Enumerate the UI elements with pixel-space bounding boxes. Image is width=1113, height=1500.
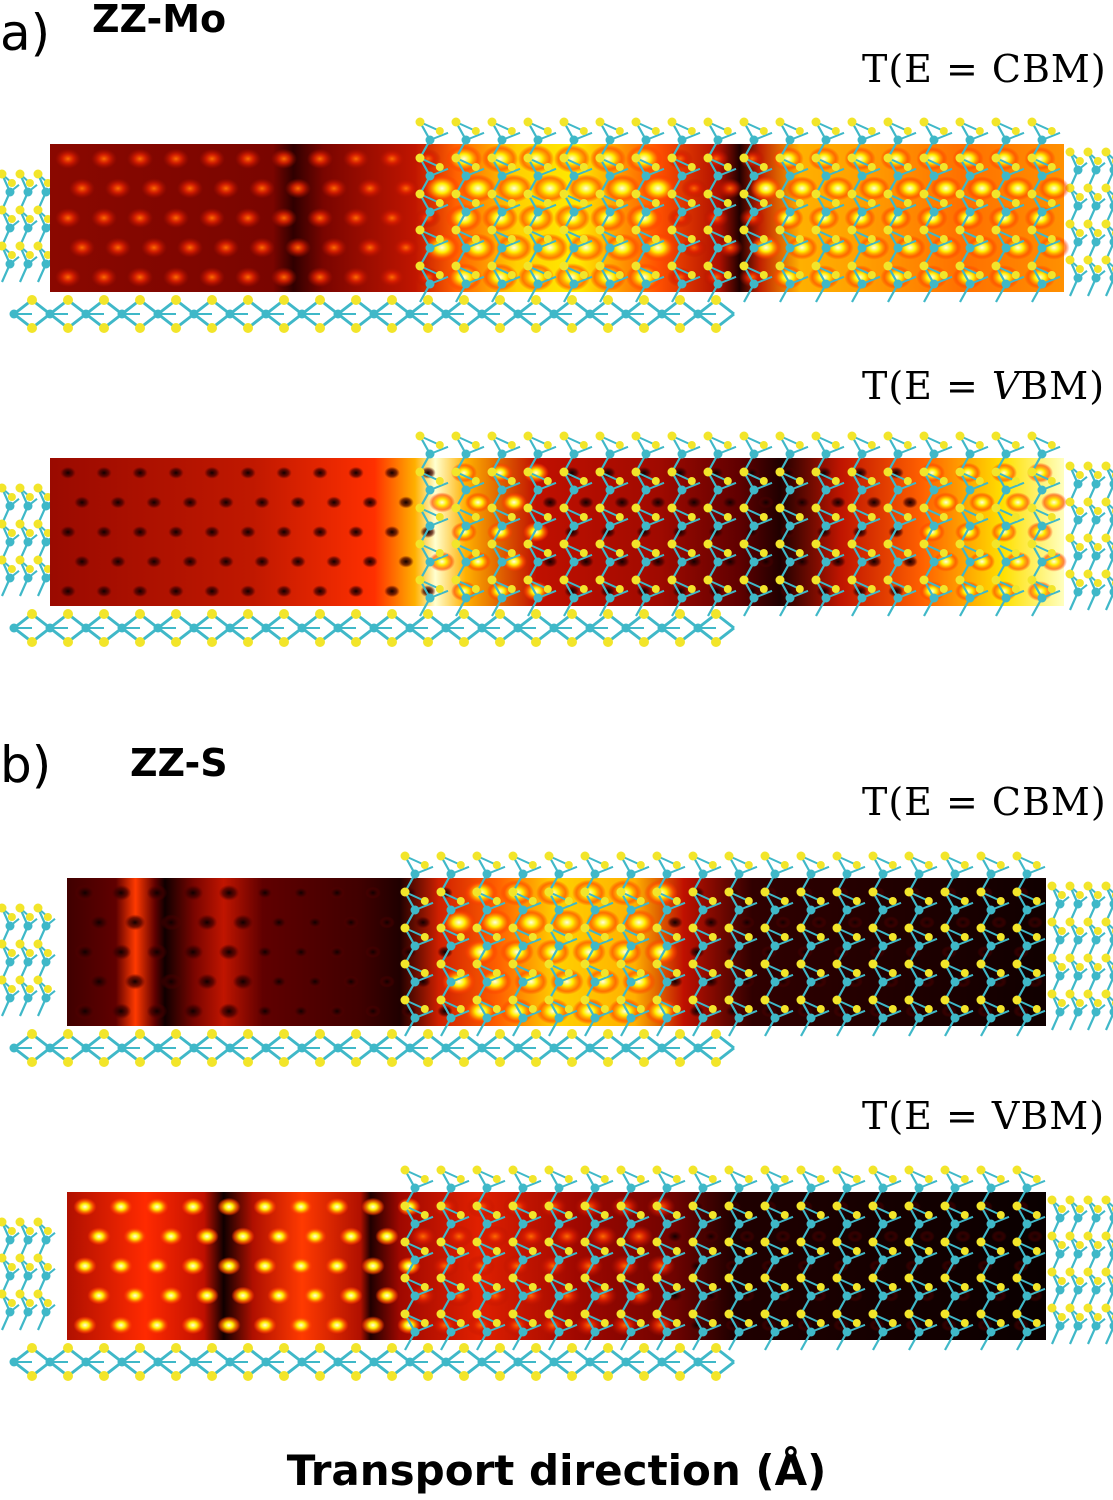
device-lattice-s-vbm — [400, 1165, 1046, 1351]
device-lattice-mo-vbm — [415, 431, 1061, 617]
lead-left-lattice-mo-cbm — [0, 169, 56, 283]
lead-right-lattice-mo-cbm — [1065, 147, 1113, 297]
device-lattice-s-cbm — [400, 851, 1046, 1037]
lead-left-lattice-s-cbm — [0, 903, 56, 1017]
lead-bottom-ribbon-s-vbm — [9, 1343, 735, 1381]
lead-left-lattice-mo-vbm — [0, 483, 56, 597]
lead-left-lattice-s-vbm — [0, 1217, 56, 1331]
panel-b-title: ZZ-S — [130, 741, 228, 785]
map-label-a-vbm: T(E = VBM) — [862, 364, 1106, 408]
lead-bottom-ribbon-mo-vbm — [9, 609, 735, 647]
lead-right-lattice-mo-vbm — [1065, 461, 1113, 611]
transmission-figure — [0, 117, 1113, 1381]
lead-right-lattice-s-vbm — [1047, 1195, 1113, 1345]
x-axis-label: Transport direction (Å) — [286, 1446, 827, 1495]
lead-right-lattice-s-cbm — [1047, 881, 1113, 1031]
lead-bottom-ribbon-mo-cbm — [9, 295, 735, 333]
map-label-a-cbm: T(E = CBM) — [862, 47, 1107, 91]
panel-b-letter: b) — [0, 736, 52, 794]
map-label-b-vbm: T(E = VBM) — [862, 1094, 1106, 1138]
device-lattice-mo-cbm — [415, 117, 1061, 303]
panel-a-letter: a) — [0, 4, 51, 62]
lead-bottom-ribbon-s-cbm — [9, 1029, 735, 1067]
map-label-b-cbm: T(E = CBM) — [862, 780, 1107, 824]
transmission-map-mo-cbm — [50, 144, 1070, 292]
transmission-map-mo-vbm — [50, 458, 1067, 606]
panel-a-title: ZZ-Mo — [92, 0, 227, 41]
